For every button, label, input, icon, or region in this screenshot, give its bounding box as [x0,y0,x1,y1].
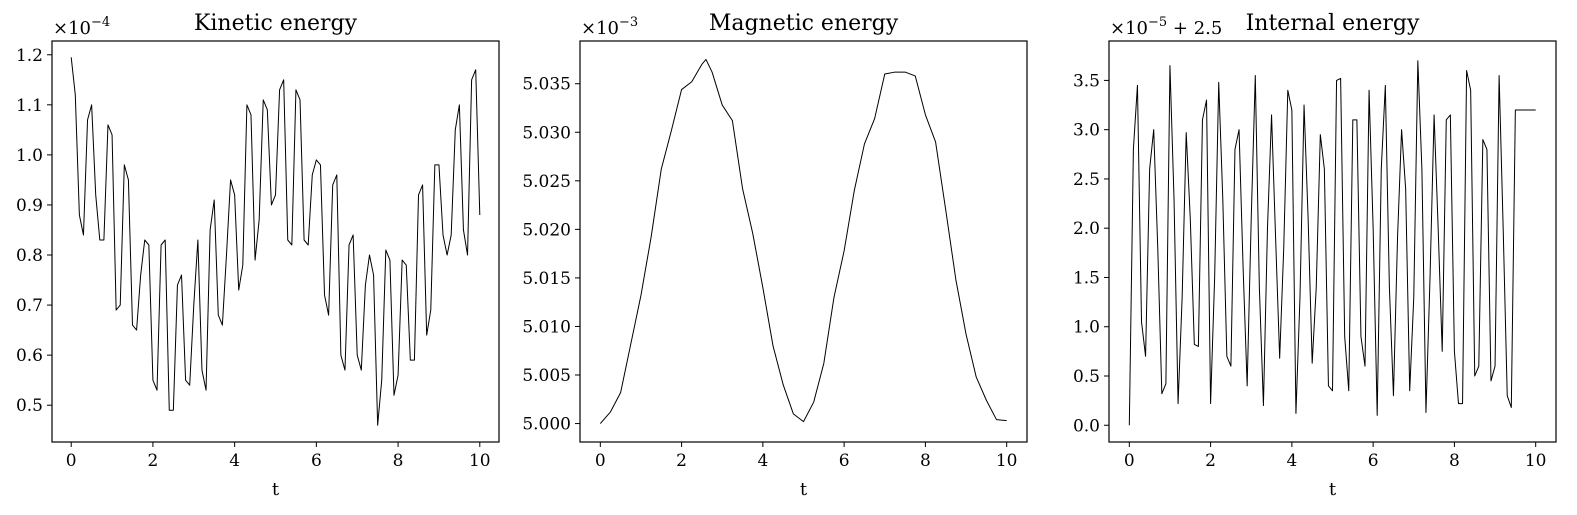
y-tick-label: 1.2 [16,46,43,66]
y-tick-label: 5.025 [522,172,571,192]
x-tick-label: 4 [229,451,240,471]
chart-panel-3: 0 2 4 6 8 10 0.0 0.5 1.0 1.5 2.0 2.5 3.0 3.5 Internal … [1073,11,1557,500]
x-tick-label: 6 [839,451,850,471]
y-tick-label: 5.005 [522,366,571,386]
multiplier-exponent: −3 [619,15,638,30]
y-tick-label: 5.030 [522,123,571,143]
y-tick-label: 5.015 [522,269,571,289]
x-axis-label: t [1329,479,1337,500]
y-tick-label: 2.0 [1073,219,1100,239]
y-tick-label: 2.5 [1073,170,1100,190]
multiplier-offset: + 2.5 [1167,18,1222,39]
x-tick-label: 8 [920,451,931,471]
multiplier-exponent: −4 [91,15,110,30]
y-tick-label: 3.5 [1073,71,1100,91]
plot-frame [1108,40,1557,443]
multiplier-base: ×10 [581,18,619,39]
chart-panel-1: 0 2 4 6 8 10 0.5 0.6 0.7 0.8 0.9 1.0 1.1 1.2 Kinetic e… [16,11,500,500]
y-tick-label: 1.5 [1073,268,1100,288]
x-tick-label: 2 [676,451,687,471]
x-tick-label: 6 [1368,451,1379,471]
x-tick-label: 10 [469,451,491,471]
y-tick-label: 0.5 [16,396,43,416]
x-tick-label: 10 [996,451,1018,471]
x-tick-label: 10 [1525,451,1547,471]
x-tick-label: 0 [595,451,606,471]
multiplier-exponent: −5 [1148,15,1167,30]
y-tick-label: 0.8 [16,246,43,266]
multiplier-base: ×10 [53,18,91,39]
y-tick-label: 0.7 [16,296,43,316]
x-tick-label: 2 [148,451,159,471]
x-tick-label: 4 [757,451,768,471]
axis-multiplier-label: ×10−4 [53,15,110,39]
x-tick-label: 8 [1449,451,1460,471]
plot-frame [51,40,500,443]
y-tick-label: 5.000 [522,415,571,435]
x-axis-label: t [800,479,808,500]
y-tick-label: 5.010 [522,317,571,337]
x-tick-label: 4 [1286,451,1297,471]
multiplier-base: ×10 [1110,18,1148,39]
y-tick-label: 1.1 [16,96,43,116]
y-tick-label: 5.020 [522,220,571,240]
chart-panel-2: 0 2 4 6 8 10 5.000 5.005 5.010 5.015 5.020 5.025 5.0… [522,11,1028,500]
y-tick-label: 0.9 [16,196,43,216]
axis-multiplier-label: ×10−3 [581,15,638,39]
series-line [599,58,1007,424]
y-tick-label: 0.0 [1073,416,1100,436]
x-axis-label: t [272,479,280,500]
x-tick-label: 2 [1205,451,1216,471]
y-tick-label: 0.5 [1073,367,1100,387]
y-tick-label: 1.0 [1073,318,1100,338]
y-tick-label: 0.6 [16,346,43,366]
y-tick-label: 5.035 [522,75,571,95]
chart-title: Internal energy [1246,11,1420,36]
x-tick-label: 0 [66,451,77,471]
y-tick-label: 3.0 [1073,121,1100,141]
x-tick-label: 8 [393,451,404,471]
plot-frame [579,40,1028,443]
x-tick-label: 6 [311,451,322,471]
x-tick-label: 0 [1124,451,1135,471]
series-line [70,57,481,426]
chart-title: Kinetic energy [194,11,358,36]
chart-title: Magnetic energy [709,11,899,36]
y-tick-label: 1.0 [16,146,43,166]
axis-multiplier-label: ×10−5 + 2.5 [1110,15,1222,39]
series-line [1128,60,1536,426]
